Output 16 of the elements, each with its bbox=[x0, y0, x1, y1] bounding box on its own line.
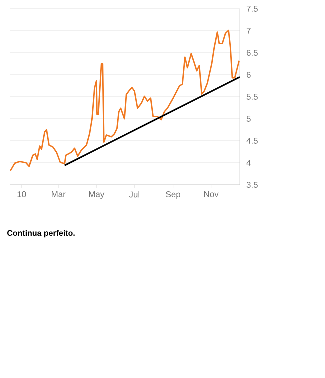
line-series bbox=[10, 30, 240, 172]
x-tick-label: Sep bbox=[166, 192, 180, 200]
x-tick-label: May bbox=[89, 192, 105, 200]
y-tick-label: 5.5 bbox=[246, 94, 258, 100]
y-tick-label: 6 bbox=[246, 72, 251, 78]
y-tick-label: 3.5 bbox=[246, 182, 258, 188]
y-tick-label: 6.5 bbox=[246, 50, 258, 56]
x-tick-label: Mar bbox=[52, 192, 66, 198]
y-tick-label: 5 bbox=[246, 116, 251, 122]
y-tick-label: 7 bbox=[246, 28, 251, 34]
x-tick-label: 10 bbox=[18, 192, 26, 198]
y-tick-label: 4.5 bbox=[246, 138, 258, 144]
x-tick-label: Nov bbox=[204, 192, 219, 198]
y-tick-label: 7.5 bbox=[246, 6, 258, 12]
y-tick-label: 4 bbox=[246, 160, 251, 166]
x-tick-label: Jul bbox=[129, 192, 140, 198]
